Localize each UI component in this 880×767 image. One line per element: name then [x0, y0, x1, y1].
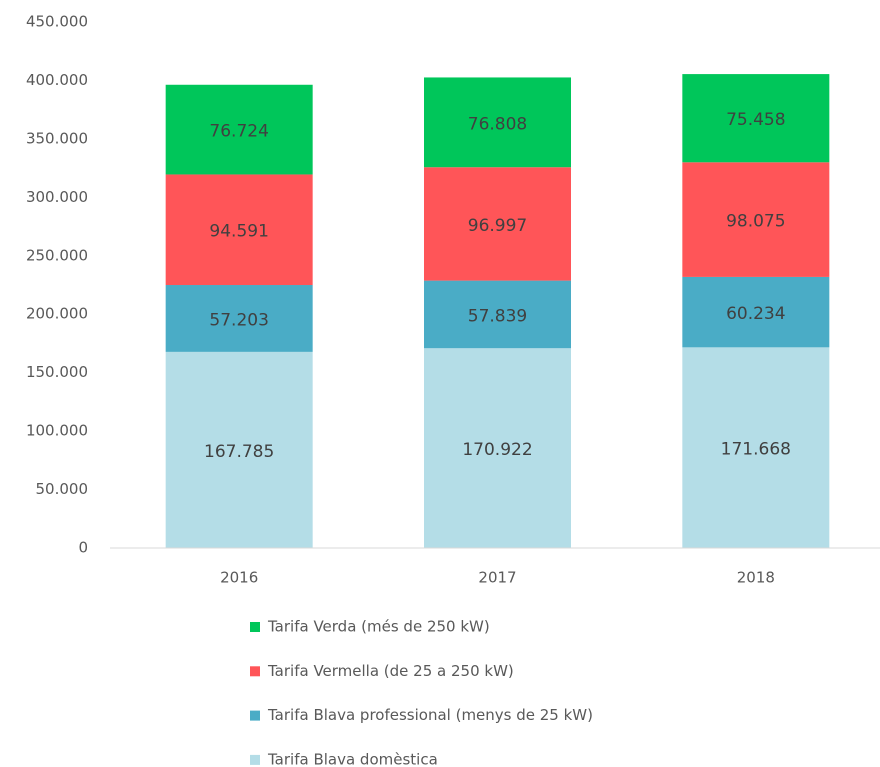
- data-label: 57.203: [209, 310, 268, 330]
- y-tick-label: 250.000: [26, 246, 88, 264]
- bar-segment: [424, 167, 571, 281]
- legend-swatch: [250, 710, 260, 721]
- y-tick-label: 50.000: [36, 480, 89, 498]
- legend-label: Tarifa Blava professional (menys de 25 k…: [267, 706, 593, 724]
- bar-segment: [682, 162, 830, 277]
- data-label: 76.808: [468, 114, 527, 134]
- data-label: 167.785: [204, 442, 274, 462]
- y-tick-label: 150.000: [26, 363, 88, 381]
- legend-label: Tarifa Blava domèstica: [267, 750, 438, 767]
- bar-segment: [424, 280, 571, 349]
- bar-segment: [165, 351, 313, 548]
- legend-swatch: [250, 622, 260, 632]
- bar-segment: [165, 285, 313, 352]
- y-tick-label: 450.000: [26, 13, 88, 31]
- bar-segment: [682, 74, 830, 163]
- y-tick-label: 200.000: [26, 305, 88, 323]
- data-label: 60.234: [726, 304, 785, 324]
- y-tick-label: 0: [78, 539, 88, 557]
- data-label: 94.591: [209, 222, 268, 242]
- data-label: 75.458: [726, 110, 785, 130]
- x-tick-label: 2018: [737, 569, 775, 587]
- bar-segment: [682, 347, 830, 548]
- bar-segment: [682, 276, 830, 348]
- y-tick-label: 400.000: [26, 71, 88, 89]
- data-label: 98.075: [726, 212, 785, 232]
- x-tick-label: 2017: [478, 569, 516, 587]
- legend-label: Tarifa Vermella (de 25 a 250 kW): [267, 662, 514, 680]
- data-label: 76.724: [209, 122, 268, 142]
- y-tick-label: 100.000: [26, 422, 88, 440]
- data-label: 57.839: [468, 306, 527, 326]
- legend-swatch: [250, 666, 260, 677]
- data-label: 170.922: [462, 440, 532, 460]
- legend-swatch: [250, 754, 260, 765]
- bar-segment: [165, 84, 313, 175]
- bar-segment: [424, 348, 571, 548]
- bar-segment: [165, 174, 313, 286]
- legend-label: Tarifa Verda (més de 250 kW): [267, 618, 490, 636]
- bar-segment: [424, 77, 571, 168]
- data-label: 171.668: [721, 440, 791, 460]
- x-tick-label: 2016: [220, 569, 258, 587]
- data-label: 96.997: [468, 216, 527, 236]
- y-tick-label: 350.000: [26, 129, 88, 147]
- y-tick-label: 300.000: [26, 188, 88, 206]
